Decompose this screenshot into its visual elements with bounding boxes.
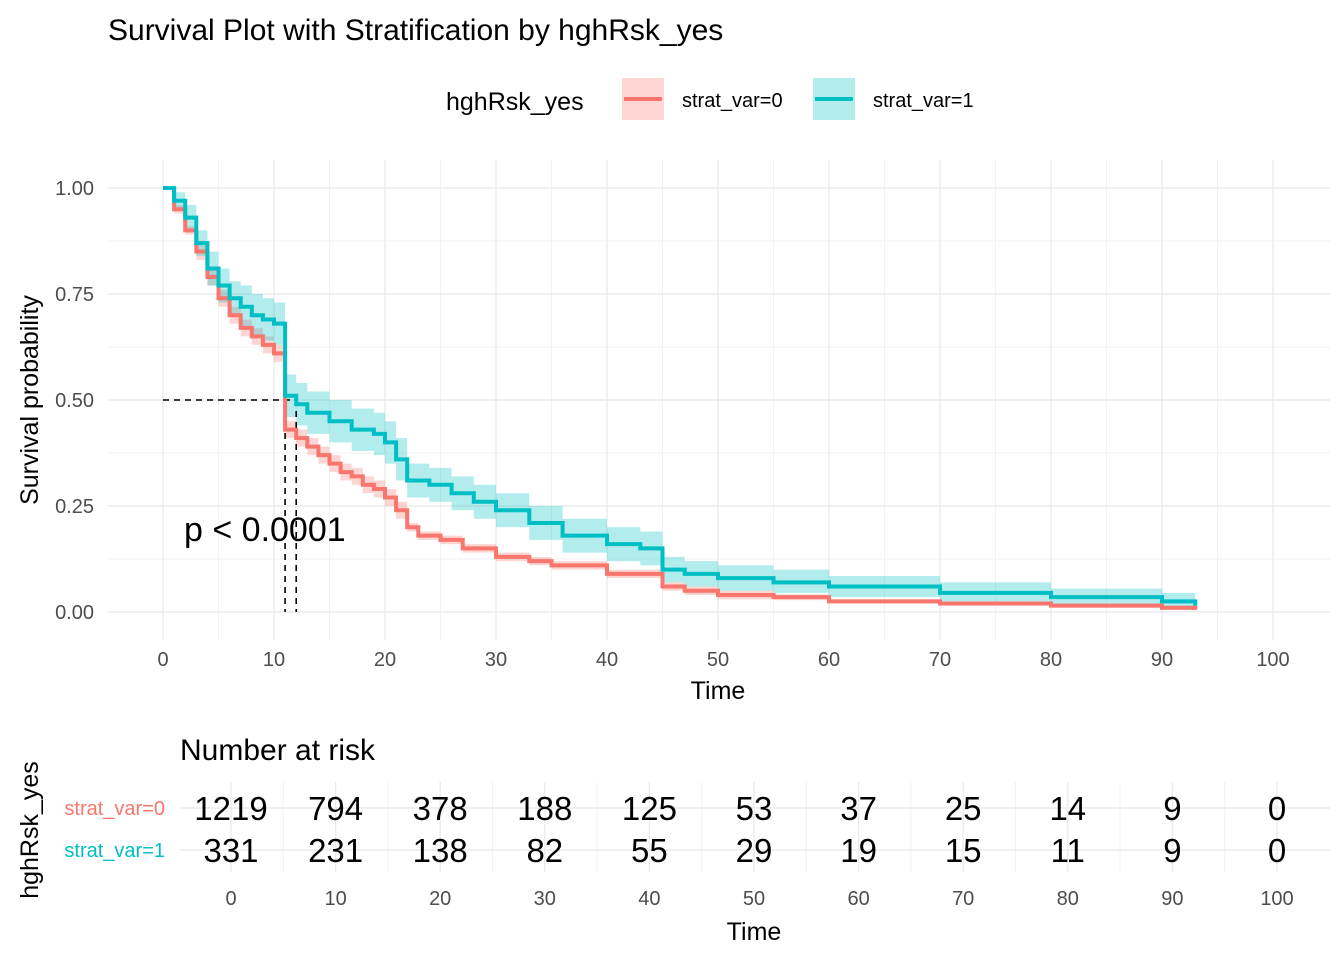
chart-title: Survival Plot with Stratification by hgh… — [108, 14, 723, 47]
risk-y-axis-label: hghRsk_yes — [16, 761, 44, 899]
risk-x-tick-label: 30 — [534, 888, 556, 910]
risk-cell: 25 — [945, 790, 982, 827]
risk-x-tick-label: 100 — [1260, 888, 1293, 910]
risk-x-tick-label: 70 — [952, 888, 974, 910]
km-y-tick-label: 1.00 — [55, 178, 94, 200]
p-value-annotation: p < 0.0001 — [184, 511, 346, 549]
risk-cell: 19 — [840, 832, 877, 869]
km-x-tick-labels: 0 10 20 30 40 50 60 70 80 90 100 — [157, 649, 1289, 671]
risk-cell: 14 — [1049, 790, 1086, 827]
risk-x-tick-label: 50 — [743, 888, 765, 910]
risk-x-tick-label: 80 — [1057, 888, 1079, 910]
km-y-axis-label: Survival probability — [16, 295, 44, 505]
risk-cell: 9 — [1163, 832, 1181, 869]
km-x-tick-label: 40 — [596, 649, 618, 671]
km-x-tick-label: 10 — [263, 649, 285, 671]
risk-x-tick-label: 0 — [225, 888, 236, 910]
risk-table-gridlines — [180, 782, 1330, 872]
risk-row-label: strat_var=1 — [64, 840, 165, 862]
risk-cell: 11 — [1051, 832, 1085, 869]
legend-entry-label: strat_var=0 — [682, 90, 783, 112]
km-x-tick-label: 50 — [707, 649, 729, 671]
risk-table-cells: 1219 794 378 188 125 53 37 25 14 9 0 331 231 138 82 55 2… — [194, 790, 1286, 869]
km-x-tick-label: 0 — [157, 649, 168, 671]
km-x-tick-label: 20 — [374, 649, 396, 671]
risk-cell: 231 — [308, 832, 363, 869]
risk-cell: 188 — [517, 790, 572, 827]
risk-cell: 37 — [840, 790, 877, 827]
risk-x-tick-label: 60 — [847, 888, 869, 910]
risk-x-tick-label: 90 — [1161, 888, 1183, 910]
risk-cell: 794 — [308, 790, 363, 827]
risk-cell: 15 — [945, 832, 982, 869]
risk-x-tick-labels: 0 10 20 30 40 50 60 70 80 90 100 — [225, 888, 1293, 910]
risk-cell: 138 — [413, 832, 468, 869]
risk-cell: 29 — [736, 832, 773, 869]
km-x-tick-label: 30 — [485, 649, 507, 671]
km-y-tick-label: 0.75 — [55, 284, 94, 306]
legend-title: hghRsk_yes — [446, 88, 584, 116]
risk-cell: 0 — [1268, 790, 1286, 827]
risk-row-label: strat_var=0 — [64, 798, 165, 820]
risk-cell: 125 — [622, 790, 677, 827]
survival-curve-strat-0 — [163, 186, 1198, 610]
km-y-tick-label: 0.00 — [55, 602, 94, 624]
risk-x-axis-label: Time — [727, 918, 782, 946]
km-plot-gridlines — [108, 160, 1330, 640]
km-x-tick-label: 100 — [1256, 649, 1289, 671]
km-y-tick-labels: 0.00 0.25 0.50 0.75 1.00 — [55, 178, 94, 624]
risk-x-tick-label: 40 — [638, 888, 660, 910]
risk-table-title: Number at risk — [180, 734, 376, 767]
km-survival-curves — [163, 186, 1198, 610]
risk-x-tick-label: 20 — [429, 888, 451, 910]
km-x-tick-label: 60 — [818, 649, 840, 671]
km-x-tick-label: 70 — [929, 649, 951, 671]
risk-cell: 331 — [203, 832, 258, 869]
risk-cell: 9 — [1163, 790, 1181, 827]
km-y-tick-label: 0.50 — [55, 390, 94, 412]
risk-cell: 1219 — [194, 790, 267, 827]
km-x-tick-label: 80 — [1040, 649, 1062, 671]
risk-cell: 55 — [631, 832, 668, 869]
risk-x-tick-label: 10 — [324, 888, 346, 910]
risk-cell: 53 — [736, 790, 773, 827]
risk-cell: 0 — [1268, 832, 1286, 869]
legend-entry-label: strat_var=1 — [873, 90, 974, 112]
km-x-tick-label: 90 — [1151, 649, 1173, 671]
legend: hghRsk_yes strat_var=0 strat_var=1 — [446, 78, 974, 120]
km-x-axis-label: Time — [691, 677, 746, 705]
risk-cell: 82 — [526, 832, 563, 869]
km-y-tick-label: 0.25 — [55, 496, 94, 518]
risk-table-row-labels: strat_var=0 strat_var=1 — [64, 798, 165, 862]
survival-curve-strat-1 — [163, 186, 1198, 606]
risk-cell: 378 — [413, 790, 468, 827]
